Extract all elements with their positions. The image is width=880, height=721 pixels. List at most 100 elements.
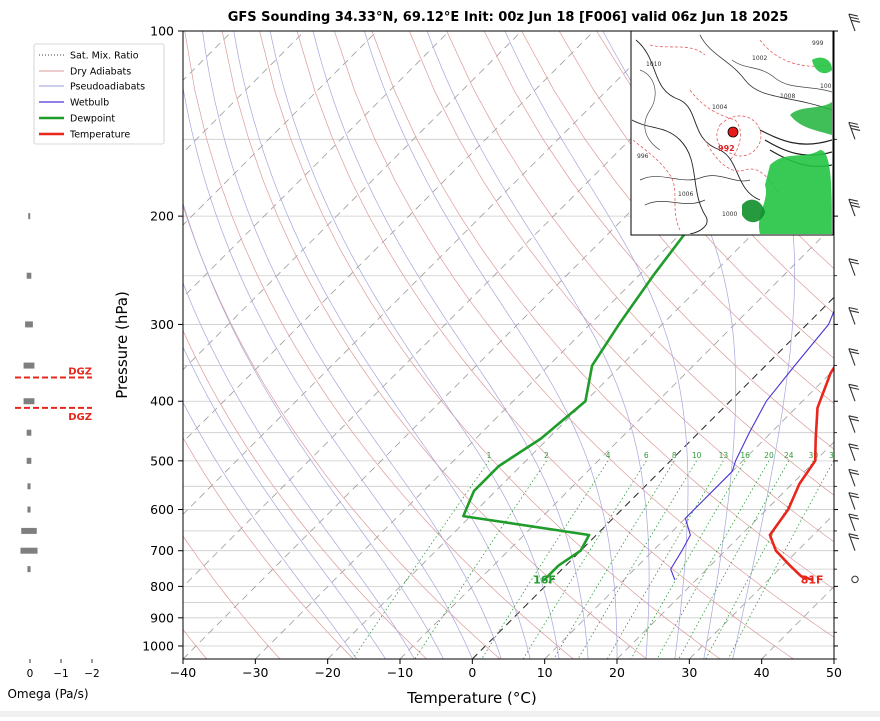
series-dewpoint-point-7 [540,438,541,439]
x-tick-label-9: 50 [826,665,842,680]
inset-label-7: 1004 [712,104,727,111]
inset-label-4: 996 [637,153,649,160]
series-temperature-point-10 [830,373,831,374]
omega-bar-10 [20,548,37,554]
series-dewpoint-point-3 [589,534,590,535]
dgz-label-1: DGZ [68,412,92,423]
inset-map: 1010 1002 999 992 996 1000 1006 1004 100… [631,31,835,235]
omega-bar-3 [24,363,35,369]
x-axis-label: Temperature (°C) [406,689,536,707]
mixing-ratio-label-8: 8 [672,451,677,460]
inset-label-5: 1000 [722,211,737,218]
legend: Sat. Mix. Ratio Dry Adiabats Pseudoadiab… [34,44,164,144]
y-axis-label: Pressure (hPa) [113,291,131,399]
omega-bar-4 [24,398,35,404]
series-wetbulb-point-2 [681,550,682,551]
y-tick-label-3: 400 [150,394,174,409]
series-wetbulb-point-9 [794,365,795,366]
series-dewpoint-point-11 [653,275,654,276]
y-tick-label-6: 700 [150,543,174,558]
series-wetbulb-point-4 [685,518,686,519]
mixing-ratio-label-1: 1 [487,451,492,460]
dgz-label-0: DGZ [68,367,92,378]
legend-label-dewpoint: Dewpoint [70,114,115,125]
inset-label-2: 999 [812,40,824,47]
x-tick-label-6: 20 [609,665,625,680]
series-dewpoint-point-6 [498,466,499,467]
omega-bar-1 [27,273,32,279]
series-temperature-point-6 [799,483,800,484]
y-tick-label-1: 200 [150,209,174,224]
series-wetbulb-point-0 [674,579,675,580]
series-wetbulb-point-1 [670,569,671,570]
inset-label-1: 1002 [752,55,767,62]
legend-label-temperature: Temperature [69,130,130,141]
mixing-ratio-label-10: 10 [692,451,702,460]
series-wetbulb-point-3 [690,534,691,535]
inset-label-6: 1006 [678,191,693,198]
x-tick-label-2: −20 [314,665,340,680]
series-temperature-point-5 [788,509,789,510]
series-dewpoint-point-9 [592,365,593,366]
mixing-ratio-label-30: 30 [809,451,819,460]
inset-location-marker [728,127,738,137]
legend-label-mixratio: Sat. Mix. Ratio [70,51,139,62]
series-dewpoint-point-10 [618,324,619,325]
legend-label-dry: Dry Adiabats [70,67,131,78]
mixing-ratio-label-2: 2 [544,451,549,460]
x-tick-label-3: −10 [387,665,413,680]
omega-bar-11 [27,566,30,572]
legend-label-wetbulb: Wetbulb [70,98,109,109]
y-tick-label-9: 1000 [142,638,174,653]
series-temperature-point-9 [817,407,818,408]
series-dewpoint-point-5 [473,491,474,492]
series-temperature-point-8 [815,438,816,439]
inset-label-0: 1010 [646,61,661,68]
series-temperature-point-2 [789,565,790,566]
omega-bar-7 [27,483,30,489]
omega-bar-8 [27,507,30,513]
y-tick-label-4: 500 [150,453,174,468]
series-dewpoint-point-2 [580,550,581,551]
series-temperature-point-7 [815,460,816,461]
inset-label-3: 992 [718,144,735,153]
x-tick-label-5: 10 [537,665,553,680]
mixing-ratio-label-24: 24 [784,451,794,460]
y-tick-label-5: 600 [150,502,174,517]
series-dewpoint-point-4 [463,516,464,517]
omega-tick-label-2: −2 [84,668,99,680]
x-tick-label-7: 30 [681,665,697,680]
bottom-strip [0,711,880,717]
y-tick-label-2: 300 [150,317,174,332]
x-tick-label-8: 40 [754,665,770,680]
series-wetbulb-point-6 [735,460,736,461]
series-wetbulb-point-10 [828,324,829,325]
surface-temperature-label: 81F [801,574,824,587]
x-tick-label-0: −40 [170,665,196,680]
chart-title: GFS Sounding 34.33°N, 69.12°E Init: 00z … [228,10,789,25]
omega-bar-9 [21,528,37,534]
series-wetbulb-point-8 [766,401,767,402]
mixing-ratio-label-16: 16 [740,451,750,460]
series-wetbulb-point-7 [749,432,750,433]
y-tick-label-7: 800 [150,579,174,594]
omega-axis-label: Omega (Pa/s) [7,687,88,701]
y-tick-label-0: 100 [150,24,174,39]
legend-label-pseudo: Pseudoadiabats [70,82,145,93]
omega-tick-label-0: 0 [27,668,34,680]
series-dewpoint-point-1 [558,565,559,566]
mixing-ratio-label-4: 4 [606,451,611,460]
omega-bar-2 [25,321,33,327]
series-temperature-point-4 [769,534,770,535]
x-tick-label-1: −30 [242,665,268,680]
omega-bar-6 [27,458,32,464]
inset-label-8: 1008 [780,93,795,100]
mixing-ratio-label-20: 20 [764,451,774,460]
mixing-ratio-label-6: 6 [644,451,649,460]
mixing-ratio-label-13: 13 [719,451,729,460]
series-temperature-point-3 [775,550,776,551]
x-tick-label-4: 0 [468,665,476,680]
series-wetbulb-point-5 [732,471,733,472]
